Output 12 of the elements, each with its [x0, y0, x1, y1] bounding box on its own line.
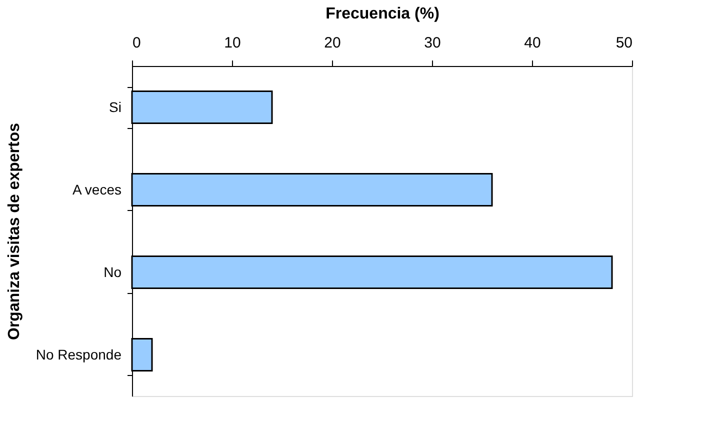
y-tick-label: A veces — [72, 181, 122, 198]
x-tick-label: 50 — [616, 34, 632, 52]
y-axis-title: Organiza visitas de expertos — [6, 122, 23, 340]
y-tick-label: No — [104, 264, 122, 280]
y-tick-label: No Responde — [36, 346, 122, 362]
x-axis-title: Frecuencia (%) — [326, 6, 440, 22]
x-tick-label: 10 — [224, 34, 241, 52]
x-tick-label: 40 — [524, 34, 541, 52]
x-tick-label: 20 — [324, 34, 341, 52]
x-tick-label: 0 — [132, 34, 141, 52]
y-tick-label: Si — [109, 98, 122, 115]
x-tick-label: 30 — [424, 34, 441, 52]
